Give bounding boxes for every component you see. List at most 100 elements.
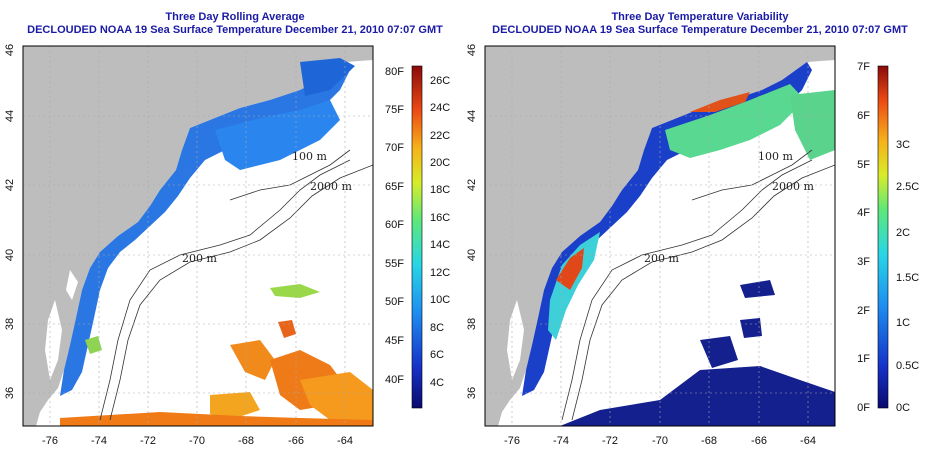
lat-tick: 40 [466,249,478,261]
contour-200m [561,159,813,421]
cb-c-label: 1C [896,317,910,329]
warm-patch [60,412,373,426]
cb-c-label: 8C [430,322,444,334]
cb-c-label: 22C [430,130,450,142]
contour-2000m [571,164,835,421]
var-patch [700,336,738,368]
contour-200m [99,159,351,421]
lat-tick: 46 [466,44,478,56]
cb-f-label: 4F [857,207,870,219]
left-bay [45,300,62,380]
cb-c-label: 0.5C [896,360,919,372]
cb-c-label: 12C [430,267,450,279]
cb-c-label: 2.5C [896,181,919,193]
left-colorbar [411,65,423,409]
cb-f-label: 1F [857,353,870,365]
left-lat-axis: 36 38 40 42 44 46 [4,44,16,399]
contour-label-100m: 100 m [758,150,793,163]
lon-tick: -74 [91,435,107,447]
cb-f-label: 0F [857,402,870,414]
cool-green-patch [85,336,102,354]
right-lon-axis: -76 -74 -72 -70 -68 -66 -64 [504,435,816,447]
cb-f-label: 55F [385,258,404,270]
cb-c-label: 16C [430,212,450,224]
left-shelf-water [60,62,350,396]
left-grid [23,46,373,426]
cb-f-label: 45F [385,335,404,347]
right-gulf-maine-high [690,92,750,112]
right-title-line1: Three Day Temperature Variability [611,11,789,23]
contour-label-100m: 100 m [292,150,327,163]
warm-patch [230,340,275,380]
cb-c-label: 14C [430,239,450,251]
left-colorbar-C-labels: 26C 24C 22C 20C 18C 16C 14C 12C 10C 8C 6… [430,75,450,389]
cb-c-label: 3C [896,139,910,151]
right-map: 100 m 2000 m 200 m [485,46,835,426]
lat-tick: 46 [4,44,16,56]
warm-patch [300,372,373,420]
contour-2000m [109,164,373,421]
lat-tick: 42 [4,179,16,191]
lon-tick: -64 [337,435,353,447]
cb-f-label: 60F [385,219,404,231]
cb-f-label: 50F [385,296,404,308]
left-warm-patches [60,284,373,426]
lat-tick: 44 [466,110,478,122]
left-title-line2: DECLOUDED NOAA 19 Sea Surface Temperatur… [27,24,443,36]
lon-tick: -74 [553,435,569,447]
lat-tick: 44 [4,110,16,122]
warm-patch [210,392,260,420]
lon-tick: -68 [701,435,717,447]
left-bay-2 [66,270,78,300]
contour-100m [229,149,351,201]
lat-tick: 38 [4,318,16,330]
contour-label-2000m: 2000 m [310,180,352,193]
right-northeast-var [790,90,835,160]
lat-tick: 40 [4,249,16,261]
right-map-frame [484,45,836,427]
left-title-line1: Three Day Rolling Average [165,11,305,23]
cb-c-label: 2C [896,227,910,239]
lat-tick: 36 [466,387,478,399]
cb-f-label: 75F [385,104,404,116]
var-patch [740,318,762,338]
contour-label-200m: 200 m [182,252,217,265]
contour-label-2000m: 2000 m [772,180,814,193]
right-colorbar-C-labels: 3C 2.5C 2C 1.5C 1C 0.5C 0C [896,139,919,414]
contour-label-200m: 200 m [644,252,679,265]
right-title-line2: DECLOUDED NOAA 19 Sea Surface Temperatur… [492,24,908,36]
lon-tick: -66 [288,435,304,447]
left-land [23,46,373,426]
var-patch [740,280,775,298]
left-map-frame [22,45,374,427]
right-panel-title: Three Day Temperature Variability DECLOU… [465,11,935,37]
cb-c-label: 26C [430,75,450,87]
right-lat-axis: 36 38 40 42 44 46 [466,44,478,399]
cb-f-label: 65F [385,181,404,193]
left-colorbar-F-labels: 80F 75F 70F 65F 60F 55F 50F 45F 40F [385,66,404,386]
left-panel-title: Three Day Rolling Average DECLOUDED NOAA… [0,11,470,37]
cb-f-label: 7F [857,61,870,73]
cb-f-label: 6F [857,110,870,122]
var-patch [560,366,835,426]
lat-tick: 42 [466,179,478,191]
left-map: 100 m 2000 m 200 m [23,46,373,426]
lon-tick: -72 [140,435,156,447]
right-grid [485,46,835,426]
cb-f-label: 40F [385,374,404,386]
cb-c-label: 4C [430,377,444,389]
cool-green-patch [270,284,320,298]
lon-tick: -76 [42,435,58,447]
left-bathymetry [99,149,373,421]
cb-c-label: 6C [430,349,444,361]
cb-c-label: 20C [430,157,450,169]
right-colorbar-F-labels: 7F 6F 5F 4F 3F 2F 1F 0F [857,61,870,414]
right-colorbar [877,65,889,409]
cb-f-label: 3F [857,256,870,268]
cb-c-label: 0C [896,402,910,414]
right-offshore-patches [560,280,835,426]
lon-tick: -70 [652,435,668,447]
cb-f-label: 2F [857,305,870,317]
right-shelf-high-var [556,248,584,290]
